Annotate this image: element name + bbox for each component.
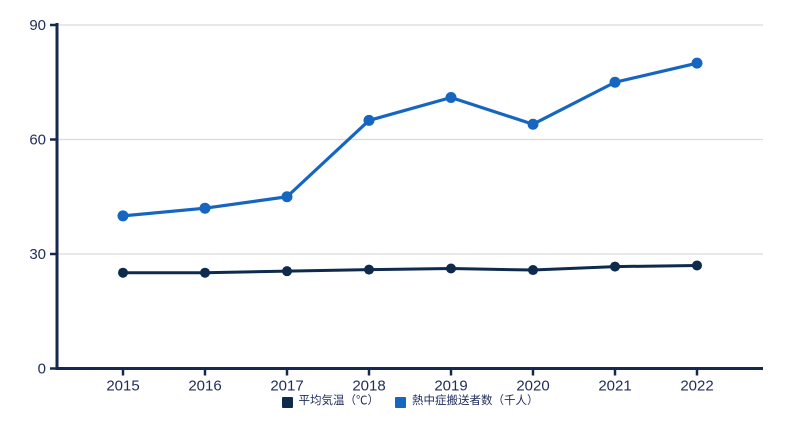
y-tick-label-30: 30	[29, 246, 46, 263]
data-point-0-2020	[528, 265, 538, 276]
x-tick-label-2020: 2020	[516, 378, 549, 395]
temperature-series-swatch-icon	[281, 396, 293, 408]
data-point-1-2022	[691, 57, 703, 69]
legend-item-average-temperature: 平均気温（℃）	[281, 395, 380, 408]
data-point-0-2016	[200, 267, 210, 278]
x-tick-label-2015: 2015	[106, 378, 139, 395]
data-point-1-2018	[363, 114, 375, 126]
data-point-0-2017	[282, 266, 292, 277]
legend-label-average-temperature: 平均気温（℃）	[298, 395, 380, 408]
data-point-1-2017	[281, 191, 293, 203]
data-point-0-2021	[610, 261, 620, 272]
data-point-1-2015	[117, 210, 129, 222]
x-tick-label-2018: 2018	[352, 378, 385, 395]
data-point-1-2020	[527, 118, 539, 130]
series-line-0	[121, 263, 699, 275]
y-tick-label-60: 60	[29, 132, 46, 149]
data-point-1-2019	[445, 92, 457, 104]
data-point-1-2021	[609, 76, 621, 88]
x-tick-label-2016: 2016	[188, 378, 221, 395]
data-point-0-2022	[692, 260, 702, 271]
data-point-0-2015	[118, 267, 128, 278]
x-tick-label-2021: 2021	[598, 378, 631, 395]
chart-legend: 平均気温（℃） 熱中症搬送者数（千人）	[57, 392, 763, 412]
series-line-1	[121, 61, 699, 218]
y-tick-label-0: 0	[38, 361, 46, 378]
y-tick-label-90: 90	[29, 17, 46, 34]
data-point-0-2019	[446, 263, 456, 274]
legend-label-heatstroke-transports: 熱中症搬送者数（千人）	[412, 395, 539, 408]
legend-item-heatstroke-transports: 熱中症搬送者数（千人）	[395, 396, 539, 408]
heatstroke-series-swatch-icon	[395, 396, 406, 408]
x-tick-label-2017: 2017	[270, 378, 303, 395]
data-point-0-2018	[364, 264, 374, 275]
x-tick-label-2022: 2022	[680, 378, 713, 395]
x-tick-label-2019: 2019	[434, 378, 467, 395]
data-point-1-2016	[199, 202, 211, 214]
